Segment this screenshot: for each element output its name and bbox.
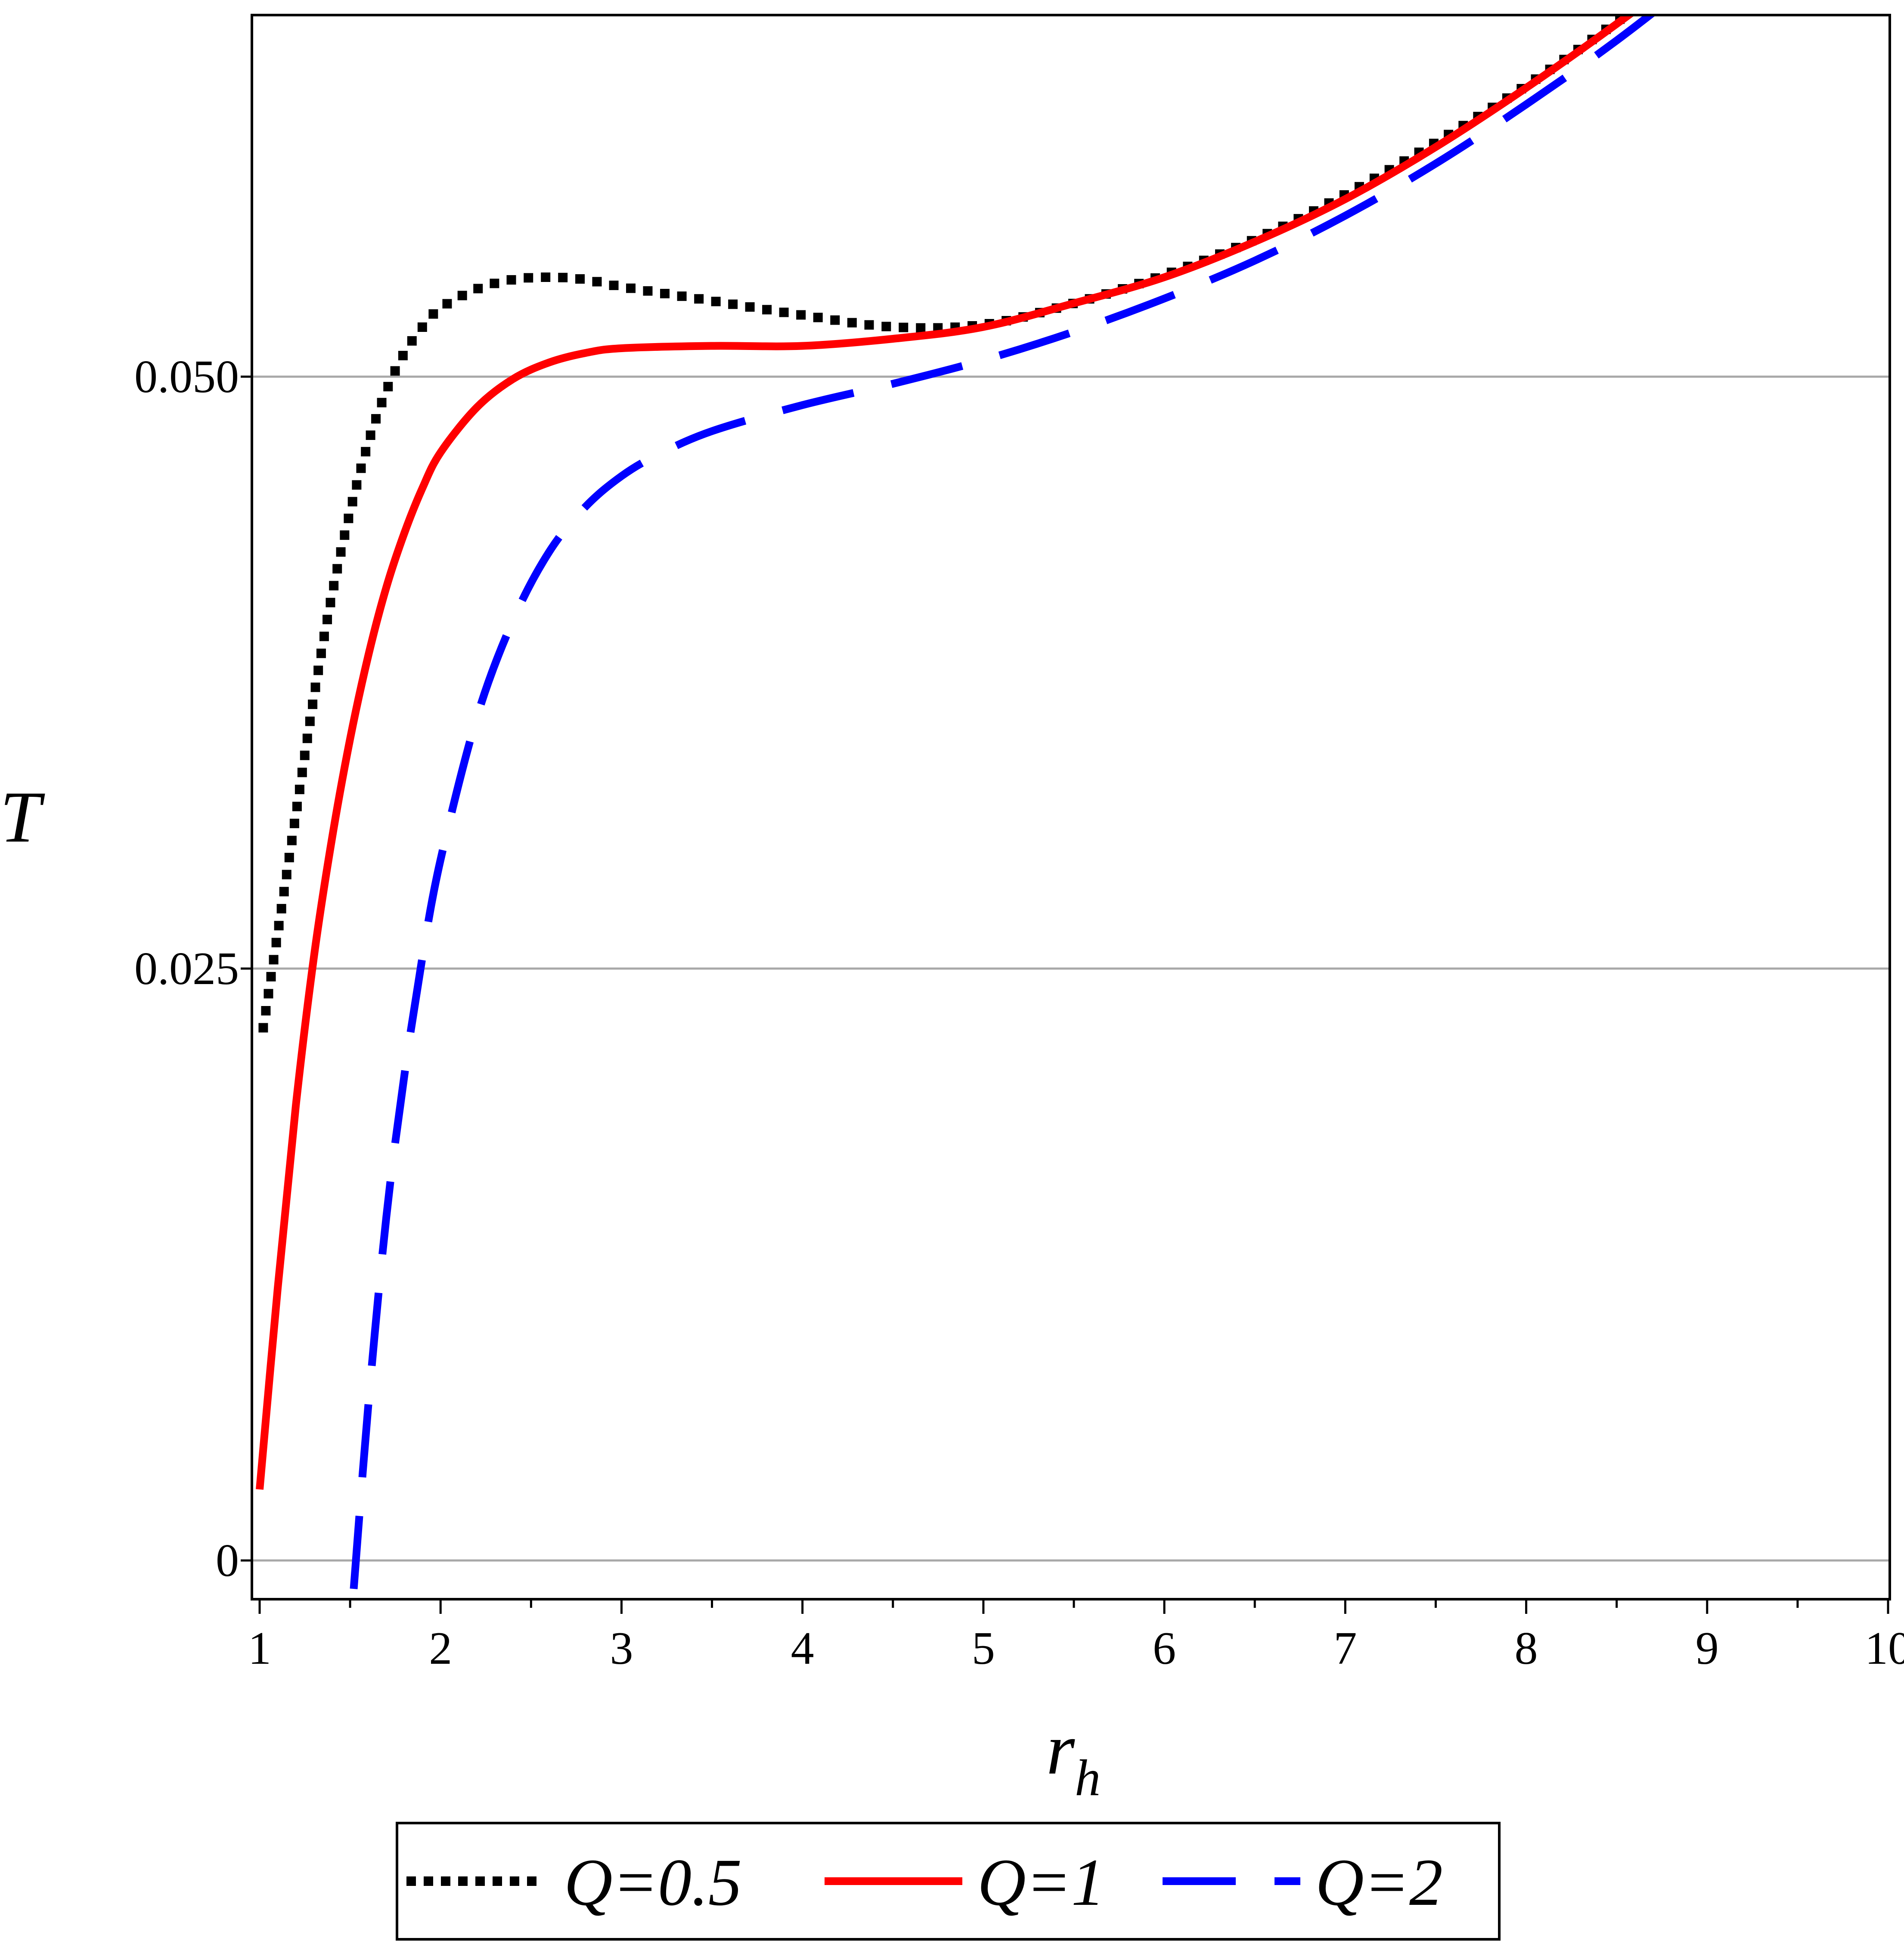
y-axis-title: T [0,777,45,858]
series-line-1 [257,15,1634,1034]
y-axis-ticks: 0 0.025 0.050 [134,351,252,1586]
series-line-3 [350,15,1656,1589]
x-tick-label: 6 [1153,1623,1176,1674]
legend-label: Q=2 [1315,1845,1443,1919]
x-tick-label: 3 [610,1623,633,1674]
y-tick-label: 0 [216,1535,239,1586]
x-tick-label: 4 [791,1623,814,1674]
curves [256,15,1656,1589]
x-tick-label: 9 [1696,1623,1719,1674]
y-tick-label: 0.050 [134,351,239,402]
plot-frame [251,14,1891,1600]
x-tick-label: 7 [1333,1623,1357,1674]
x-tick-label: 10 [1865,1623,1904,1674]
legend-label: Q=0.5 [564,1845,742,1919]
x-tick-label: 2 [429,1623,452,1674]
grid-lines [252,375,1890,1562]
x-axis-title: rh [1046,1709,1101,1806]
x-tick-label: 1 [248,1623,271,1674]
legend-label: Q=1 [977,1845,1105,1919]
x-axis-ticks: 1 2 3 4 5 6 7 8 9 10 [248,1599,1904,1674]
x-tick-label: 8 [1515,1623,1538,1674]
legend: Q=0.5 Q=1 Q=2 [396,1822,1501,1941]
y-tick-label: 0.025 [134,943,239,994]
x-tick-label: 5 [972,1623,995,1674]
series-line-2 [256,15,1635,1490]
